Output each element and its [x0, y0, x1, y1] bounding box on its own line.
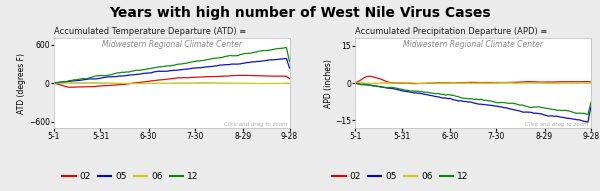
Text: Accumulated Precipitation Departure (APD) ≡: Accumulated Precipitation Departure (APD… [355, 27, 548, 36]
Text: Midwestern Regional Climate Center: Midwestern Regional Climate Center [102, 40, 242, 49]
Y-axis label: ATD (degrees F): ATD (degrees F) [17, 53, 26, 114]
Y-axis label: APD (inches): APD (inches) [323, 59, 332, 108]
Text: Years with high number of West Nile Virus Cases: Years with high number of West Nile Viru… [109, 6, 491, 20]
Text: Click and drag to zoom: Click and drag to zoom [224, 122, 287, 127]
Legend: 02, 05, 06, 12: 02, 05, 06, 12 [329, 168, 472, 185]
Text: Click and drag to zoom: Click and drag to zoom [525, 122, 589, 127]
Text: Accumulated Temperature Departure (ATD) ≡: Accumulated Temperature Departure (ATD) … [54, 27, 246, 36]
Text: Midwestern Regional Climate Center: Midwestern Regional Climate Center [403, 40, 543, 49]
Legend: 02, 05, 06, 12: 02, 05, 06, 12 [59, 168, 202, 185]
